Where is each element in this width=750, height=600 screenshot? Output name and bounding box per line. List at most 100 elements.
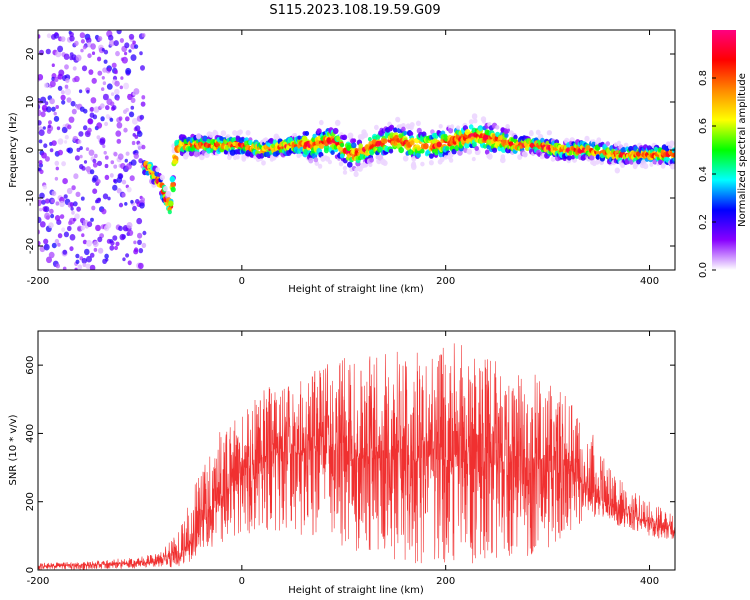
spectrogram-cell (259, 153, 265, 159)
spectrogram-cell (78, 89, 83, 94)
spectrogram-cell (93, 247, 98, 252)
spectrogram-cell (45, 198, 50, 204)
spectrogram-cell (566, 155, 572, 161)
spectrogram-cell (367, 137, 372, 142)
spectrogram-cell (482, 134, 489, 141)
spectrogram-cell (134, 44, 139, 49)
spectrogram-cell (614, 167, 620, 174)
spectrogram-cell (342, 134, 348, 141)
spectrogram-cell (71, 185, 76, 191)
spectrogram-cell (105, 114, 110, 119)
spectrogram-cell (97, 197, 102, 202)
spectrogram-cell (401, 123, 406, 129)
spectrogram-cell (382, 160, 388, 167)
spectrogram-cell (141, 242, 147, 248)
spectrogram-cell (492, 147, 498, 153)
spectrogram-cell (49, 98, 55, 105)
spectrogram-cell (45, 48, 51, 55)
spectrogram-cell (87, 118, 93, 125)
spectrogram-x-tick-label: 400 (640, 276, 659, 287)
spectrogram-cell (48, 120, 52, 125)
spectrogram-cell (68, 116, 75, 123)
colorbar-gradient (712, 30, 736, 270)
spectrogram-cell (74, 40, 79, 47)
spectrogram-cell (96, 135, 101, 140)
spectrogram-cell (72, 201, 78, 207)
spectrogram-cell (487, 153, 493, 160)
spectrogram-cell (70, 206, 74, 211)
spectrogram-cell (65, 78, 70, 83)
colorbar-tick-label: 0.2 (698, 214, 709, 230)
spectrogram-cell (38, 139, 43, 144)
spectrogram-cell (64, 134, 69, 140)
spectrogram-cell (88, 149, 95, 156)
spectrogram-cell (377, 154, 384, 161)
spectrogram-cell (195, 133, 202, 140)
spectrogram-cell (54, 76, 59, 82)
spectrogram-cell (62, 266, 67, 270)
spectrogram-cell (168, 200, 174, 206)
spectrogram-cell (116, 30, 122, 35)
spectrogram-cell (97, 36, 103, 42)
spectrogram-cell (51, 190, 57, 197)
spectrogram-cell (72, 66, 77, 71)
spectrogram-cell (81, 257, 88, 264)
spectrogram-cell (97, 70, 103, 76)
spectrogram-cell (212, 129, 218, 135)
spectrogram-cell (104, 163, 109, 169)
spectrogram-cell (139, 202, 145, 209)
spectrogram-cell (107, 196, 111, 201)
spectrogram-cell (126, 222, 133, 229)
spectrogram-cell (57, 149, 64, 156)
spectrogram-cell (87, 53, 92, 59)
spectrogram-cell (51, 242, 57, 249)
spectrogram-cell (47, 124, 51, 129)
spectrogram-cell (133, 88, 140, 95)
spectrogram-cell (118, 174, 123, 179)
spectrogram-cell (428, 160, 434, 166)
spectrogram-cell (122, 257, 126, 262)
spectrogram-cell (411, 156, 417, 162)
spectrogram-cell (118, 116, 123, 121)
spectrogram-cell (62, 249, 68, 255)
spectrogram-cell (112, 235, 118, 241)
spectrogram-cell (120, 76, 124, 80)
spectrogram-cell (81, 65, 88, 72)
spectrogram-cell (125, 67, 132, 75)
spectrogram-cell (125, 151, 130, 156)
spectrogram-cell (74, 155, 80, 161)
spectrogram-cell (428, 153, 434, 159)
spectrogram-cell (91, 205, 96, 211)
spectrogram-cell (327, 159, 332, 165)
spectrogram-cell (101, 87, 105, 91)
spectrogram-cell (70, 100, 76, 107)
spectrogram-cell (293, 132, 298, 138)
spectrogram-cell (104, 155, 109, 160)
spectrogram-cell (49, 80, 56, 88)
spectrogram-cell (471, 113, 478, 120)
spectrogram-cell (106, 83, 113, 90)
snr-panel: -200 0 200 400 0 200 400 600 Height of straigh… (8, 330, 676, 596)
spectrogram-cell (342, 170, 348, 175)
spectrogram-cell (69, 202, 75, 208)
spectrogram-cell (87, 221, 93, 228)
spectrogram-x-tick-label: -200 (27, 276, 50, 287)
spectrogram-cell (89, 252, 95, 258)
spectrogram-cell (318, 143, 325, 149)
spectrogram-cell (112, 184, 118, 191)
spectrogram-cell (64, 84, 69, 89)
colorbar-tick-label: 0.8 (698, 70, 709, 86)
spectrogram-cell (103, 59, 108, 64)
spectrogram-cell (76, 147, 81, 152)
spectrogram-cell (206, 138, 211, 144)
spectrogram-cell (54, 32, 59, 37)
spectrogram-cell (61, 126, 68, 134)
spectrogram-cell (245, 130, 251, 136)
spectrogram-cell (38, 103, 41, 111)
snr-y-label: SNR (10 * v/v) (8, 414, 19, 485)
spectrogram-cell (97, 160, 102, 167)
spectrogram-cell (84, 248, 90, 256)
spectrogram-cell (118, 202, 124, 208)
snr-y-tick-label: 0 (25, 567, 36, 573)
